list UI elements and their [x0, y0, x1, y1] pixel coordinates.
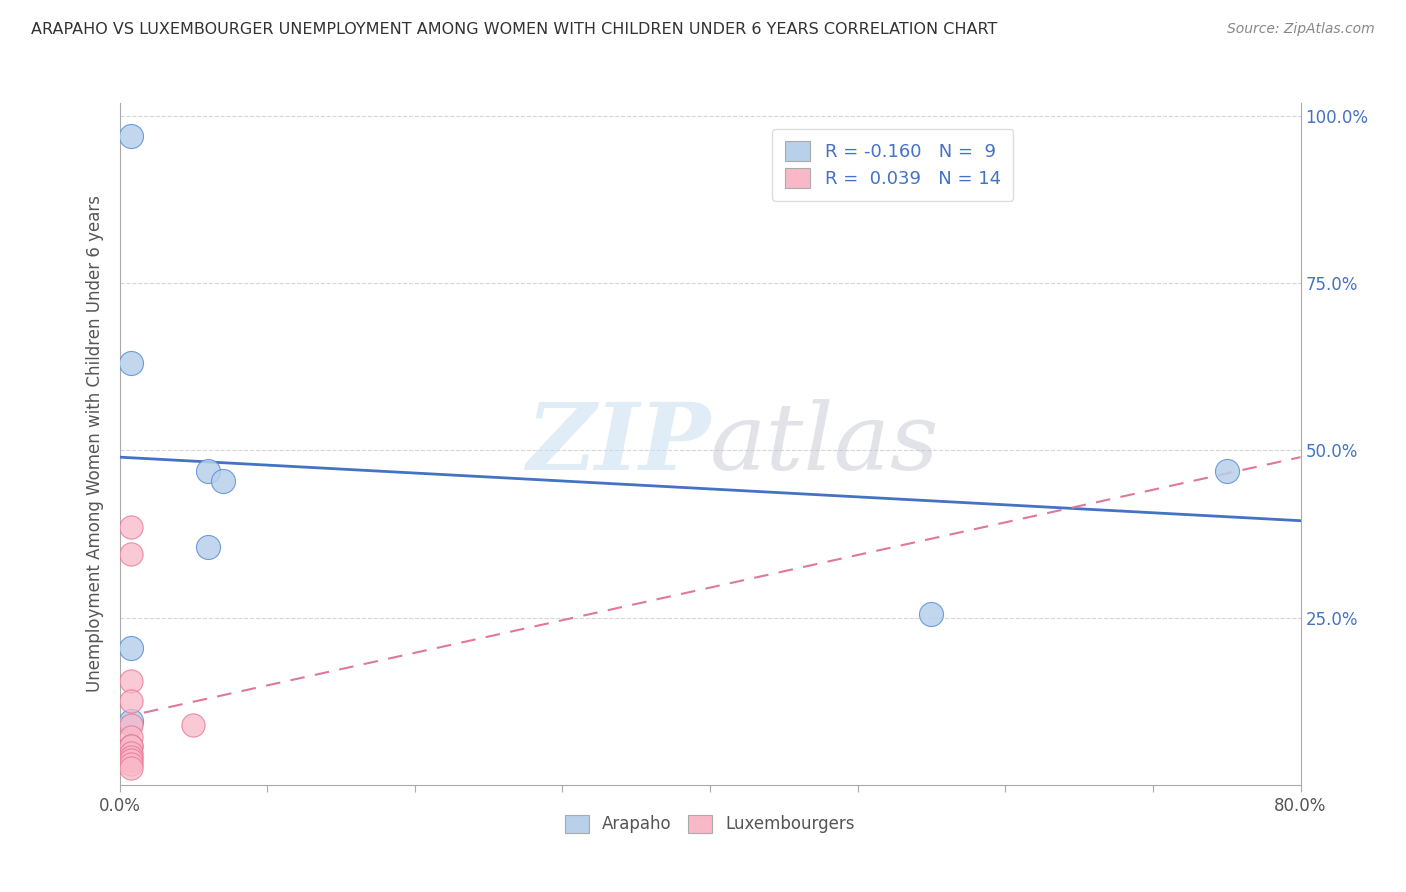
Text: ZIP: ZIP	[526, 399, 710, 489]
Text: atlas: atlas	[710, 399, 939, 489]
Point	[120, 714, 142, 729]
Point	[120, 753, 142, 767]
Point	[120, 640, 142, 655]
Text: ARAPAHO VS LUXEMBOURGER UNEMPLOYMENT AMONG WOMEN WITH CHILDREN UNDER 6 YEARS COR: ARAPAHO VS LUXEMBOURGER UNEMPLOYMENT AMO…	[31, 22, 997, 37]
Point	[197, 541, 219, 555]
Point	[120, 129, 142, 144]
Point	[183, 717, 205, 731]
Point	[1215, 464, 1237, 478]
Point	[120, 520, 142, 534]
Point	[120, 356, 142, 371]
Point	[120, 746, 142, 760]
Point	[211, 474, 233, 488]
Point	[120, 730, 142, 744]
Point	[120, 694, 142, 708]
Point	[120, 717, 142, 731]
Legend: Arapaho, Luxembourgers: Arapaho, Luxembourgers	[554, 803, 866, 845]
Point	[921, 607, 943, 622]
Point	[120, 739, 142, 753]
Point	[197, 464, 219, 478]
Text: Source: ZipAtlas.com: Source: ZipAtlas.com	[1227, 22, 1375, 37]
Point	[120, 674, 142, 689]
Point	[120, 547, 142, 561]
Point	[120, 739, 142, 753]
Point	[120, 756, 142, 771]
Y-axis label: Unemployment Among Women with Children Under 6 years: Unemployment Among Women with Children U…	[86, 195, 104, 692]
Point	[120, 761, 142, 775]
Point	[120, 749, 142, 764]
